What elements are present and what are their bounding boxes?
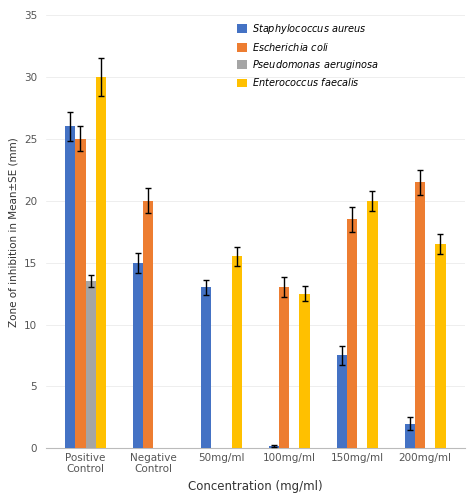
Bar	[96, 77, 106, 448]
X-axis label: Concentration (mg/ml): Concentration (mg/ml)	[188, 479, 323, 492]
Bar	[201, 288, 211, 448]
Bar	[75, 139, 86, 448]
Bar	[133, 263, 143, 448]
Bar	[143, 201, 154, 448]
Bar	[269, 446, 279, 448]
Bar	[347, 219, 357, 448]
Bar	[232, 257, 242, 448]
Bar	[65, 126, 75, 448]
Y-axis label: Zone of inhibition in Mean±SE (mm): Zone of inhibition in Mean±SE (mm)	[9, 137, 18, 327]
Bar	[415, 182, 425, 448]
Bar	[337, 356, 347, 448]
Bar	[367, 201, 378, 448]
Bar	[435, 244, 446, 448]
Bar	[86, 281, 96, 448]
Bar	[279, 288, 289, 448]
Legend: $\it{Staphylococcus\ aureus}$, $\it{Escherichia\ coli}$, $\it{Pseudomonas\ aerug: $\it{Staphylococcus\ aureus}$, $\it{Esch…	[235, 20, 380, 90]
Bar	[405, 423, 415, 448]
Bar	[300, 294, 310, 448]
